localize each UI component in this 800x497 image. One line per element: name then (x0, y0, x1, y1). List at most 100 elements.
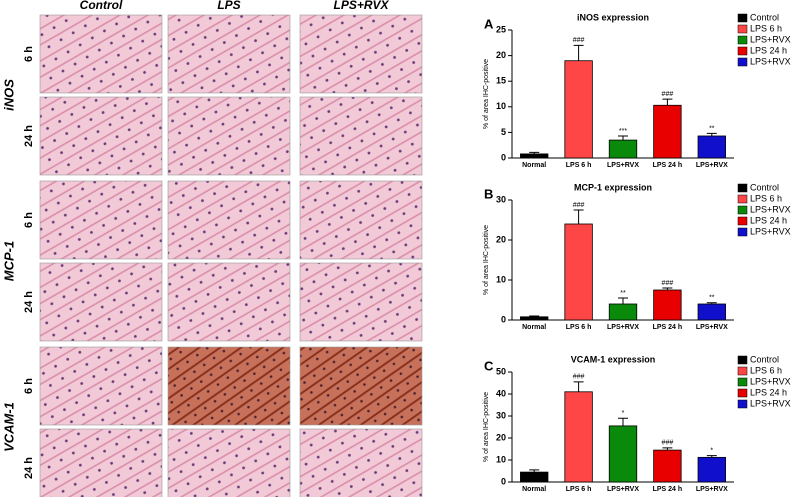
y-tick-label: 20 (496, 432, 506, 442)
bar (608, 139, 638, 159)
y-tick-label: 0 (501, 314, 506, 324)
error-bar (706, 455, 717, 458)
legend-label: Control (750, 12, 779, 22)
significance: * (622, 410, 625, 417)
legend-label: LPS+RVX (750, 204, 791, 214)
significance: ### (573, 37, 585, 44)
legend-swatch (737, 216, 748, 226)
significance: ### (573, 202, 585, 209)
y-tick-label: 10 (496, 454, 506, 464)
x-tick-label: LPS 24 h (653, 162, 683, 169)
significance: ### (662, 280, 674, 287)
x-tick-label: Normal (522, 324, 546, 331)
micrograph (39, 428, 163, 497)
significance: ** (709, 125, 715, 132)
y-tick-label: 20 (496, 234, 506, 244)
micrograph (167, 14, 291, 94)
micrograph (167, 96, 291, 176)
micrograph (39, 346, 163, 426)
error-bar (706, 132, 717, 136)
chart-title: VCAM-1 expression (571, 354, 656, 364)
legend-swatch (737, 183, 748, 193)
y-tick-label: 10 (496, 274, 506, 284)
legend-swatch (737, 35, 748, 45)
y-tick-label: 25 (496, 24, 506, 34)
y-tick-label: 5 (501, 127, 506, 137)
legend-swatch (737, 13, 748, 23)
bar (520, 316, 549, 321)
legend-swatch (737, 24, 748, 34)
micrograph (299, 262, 423, 342)
bar (653, 289, 682, 321)
column-header: LPS+RVX (333, 0, 389, 12)
error-bar (706, 302, 717, 304)
time-label: 6 h (23, 212, 35, 228)
error-bar (618, 417, 628, 426)
legend-label: Control (750, 182, 779, 192)
legend-swatch (737, 366, 748, 376)
x-tick-label: LPS+RVX (607, 162, 639, 169)
bar (697, 303, 726, 321)
x-tick-label: LPS+RVX (696, 162, 728, 169)
y-tick-label: 50 (496, 366, 506, 376)
legend-label: LPS 24 h (750, 387, 787, 397)
legend-swatch (737, 194, 748, 204)
bar (608, 303, 638, 321)
error-bar (573, 209, 584, 224)
legend-swatch (737, 377, 748, 387)
legend-swatch (737, 399, 748, 409)
error-bar (618, 135, 628, 141)
legend-label: LPS+RVX (750, 34, 791, 44)
x-tick-label: LPS 6 h (566, 324, 592, 331)
y-tick-label: 0 (501, 476, 506, 486)
micrograph (299, 428, 423, 497)
significance: ### (573, 374, 585, 381)
micrograph (299, 346, 423, 426)
bar (697, 456, 726, 483)
error-bar (662, 287, 673, 290)
x-tick-label: LPS+RVX (607, 324, 639, 331)
x-tick-label: LPS+RVX (696, 324, 728, 331)
bar (564, 223, 593, 321)
micrograph (167, 180, 291, 260)
error-bar (529, 315, 540, 317)
error-bar (618, 297, 628, 304)
row-marker: iNOS (1, 79, 16, 111)
column-header: LPS (217, 0, 240, 12)
row-marker: VCAM-1 (1, 402, 16, 452)
legend-label: LPS 6 h (750, 23, 782, 33)
time-label: 6 h (23, 46, 35, 62)
x-tick-label: LPS+RVX (607, 486, 639, 493)
micrograph (167, 346, 291, 426)
y-tick-label: 30 (496, 194, 506, 204)
significance: * (710, 447, 713, 454)
time-label: 24 h (23, 291, 35, 313)
time-label: 24 h (23, 125, 35, 147)
legend-label: LPS+RVX (750, 226, 791, 236)
panel-letter: B (484, 186, 493, 201)
significance: *** (619, 128, 627, 135)
bar (564, 60, 593, 159)
error-bar (529, 151, 540, 154)
x-tick-label: LPS 6 h (566, 162, 592, 169)
error-bar (573, 381, 584, 392)
legend-label: LPS 24 h (750, 45, 787, 55)
error-bar (662, 447, 673, 451)
micrograph (167, 262, 291, 342)
x-tick-label: Normal (522, 486, 546, 493)
legend-swatch (737, 227, 748, 237)
x-tick-label: LPS 6 h (566, 486, 592, 493)
micrograph (39, 180, 163, 260)
error-bar (662, 98, 673, 106)
chart-title: iNOS expression (577, 12, 649, 22)
micrograph (299, 180, 423, 260)
x-tick-label: LPS+RVX (696, 486, 728, 493)
bar (520, 471, 549, 483)
micrograph (39, 96, 163, 176)
legend-swatch (737, 57, 748, 67)
micrograph (167, 428, 291, 497)
chart-title: MCP-1 expression (574, 182, 652, 192)
micrograph (39, 14, 163, 94)
legend-label: LPS 6 h (750, 365, 782, 375)
